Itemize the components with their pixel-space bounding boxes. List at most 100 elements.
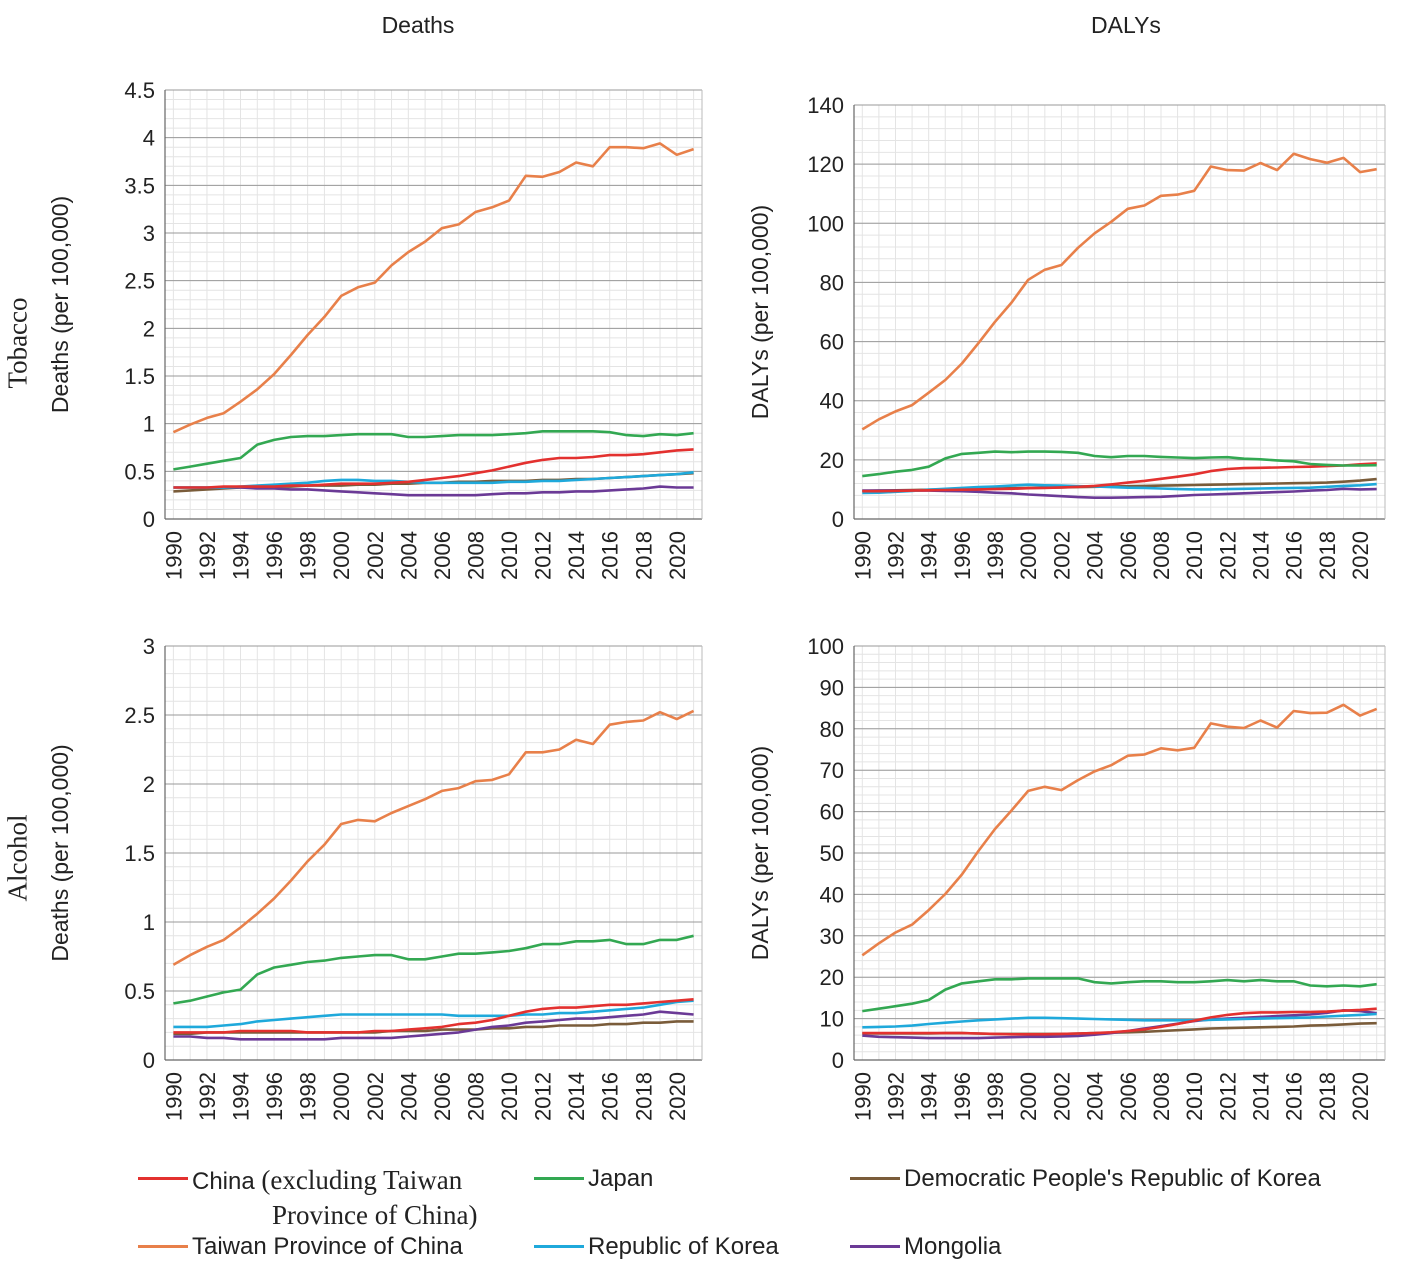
x-tick-label: 1990 xyxy=(161,1072,186,1121)
x-tick-label: 1994 xyxy=(229,1072,254,1121)
x-tick-label: 1994 xyxy=(917,1072,942,1121)
chart-panel-1: 0 0.5 1 1.5 2 2.5 3 3.5 4 4.5 1990 1992 1994 1996 1998… xyxy=(47,78,703,580)
x-tick-label: 2008 xyxy=(1149,531,1174,580)
x-tick-label: 2016 xyxy=(1282,531,1307,580)
y-tick-label: 1.5 xyxy=(124,364,155,389)
x-tick-label: 1992 xyxy=(195,1072,220,1121)
x-tick-label: 2000 xyxy=(1016,531,1041,580)
series-line-mongolia xyxy=(173,1010,694,1041)
x-tick-label: 2018 xyxy=(1315,1072,1340,1121)
x-tick-label: 1998 xyxy=(983,531,1008,580)
y-axis-title: DALYs (per 100,000) xyxy=(747,746,773,960)
x-tick-label: 2020 xyxy=(665,1072,690,1121)
x-tick-label: 2012 xyxy=(531,531,556,580)
x-tick-label: 1992 xyxy=(195,531,220,580)
legend-label-dprk: Democratic People's Republic of Korea xyxy=(904,1165,1321,1192)
x-tick-label: 1994 xyxy=(229,531,254,580)
y-tick-label: 60 xyxy=(820,800,844,825)
y-tick-label: 4 xyxy=(143,126,155,151)
x-tick-label: 2010 xyxy=(1182,1072,1207,1121)
x-tick-label: 1996 xyxy=(262,1072,287,1121)
y-tick-label: 0 xyxy=(143,1048,155,1073)
x-tick-label: 2010 xyxy=(1182,531,1207,580)
legend-swatch-japan xyxy=(534,1177,584,1180)
x-tick-label: 2010 xyxy=(497,1072,522,1121)
y-tick-label: 1 xyxy=(143,910,155,935)
x-tick-label: 2006 xyxy=(430,531,455,580)
y-tick-label: 100 xyxy=(807,634,844,659)
x-tick-label: 1992 xyxy=(883,1072,908,1121)
x-tick-label: 2008 xyxy=(1149,1072,1174,1121)
legend-swatch-dprk xyxy=(850,1177,900,1180)
y-tick-label: 60 xyxy=(820,330,844,355)
y-tick-label: 0.5 xyxy=(124,459,155,484)
y-tick-label: 1.5 xyxy=(124,841,155,866)
y-tick-label: 80 xyxy=(820,270,844,295)
series-line-taiwan-province-of-china xyxy=(861,152,1377,431)
series-line-taiwan-province-of-china xyxy=(861,703,1378,957)
y-axis-title: Deaths (per 100,000) xyxy=(47,744,73,961)
series-line-republic-of-korea xyxy=(862,1012,1377,1029)
x-tick-label: 2014 xyxy=(1249,531,1274,580)
chart-panel-4: 0 10 20 30 40 50 60 70 80 90 100 1990 1992 1994 1996 19… xyxy=(747,634,1386,1121)
series-line-china-excluding-taiwan-province-of-china xyxy=(173,998,694,1034)
y-tick-label: 3.5 xyxy=(124,173,155,198)
y-tick-label: 80 xyxy=(820,717,844,742)
x-tick-label: 2006 xyxy=(1116,531,1141,580)
legend-label-taiwan: Taiwan Province of China xyxy=(192,1233,463,1260)
x-tick-label: 2000 xyxy=(329,1072,354,1121)
row-label-alcohol: Alcohol xyxy=(2,814,33,902)
x-tick-label: 1990 xyxy=(161,531,186,580)
series-line-japan xyxy=(173,429,694,471)
series-line-republic-of-korea xyxy=(173,999,694,1029)
y-tick-label: 3 xyxy=(143,221,155,246)
y-axis-title: Deaths (per 100,000) xyxy=(47,196,73,413)
y-tick-label: 70 xyxy=(820,758,844,783)
legend-label-china: China (excluding Taiwan Province of Chin… xyxy=(192,1163,477,1233)
x-tick-label: 2016 xyxy=(598,531,623,580)
x-tick-label: 2020 xyxy=(1348,1072,1373,1121)
x-tick-label: 2020 xyxy=(665,531,690,580)
y-tick-label: 3 xyxy=(143,634,155,659)
row-label-tobacco: Tobacco xyxy=(2,297,33,389)
y-tick-label: 50 xyxy=(820,841,844,866)
legend-item-mongolia: Mongolia xyxy=(850,1231,1001,1262)
x-tick-label: 2012 xyxy=(1215,1072,1240,1121)
y-tick-label: 0 xyxy=(832,507,844,532)
series-line-japan xyxy=(173,934,694,1005)
legend-swatch-china xyxy=(138,1177,188,1180)
x-tick-label: 2016 xyxy=(598,1072,623,1121)
y-tick-label: 2.5 xyxy=(124,703,155,728)
x-tick-label: 1998 xyxy=(296,531,321,580)
x-tick-label: 2012 xyxy=(1215,531,1240,580)
x-tick-label: 2018 xyxy=(631,531,656,580)
x-tick-label: 2004 xyxy=(1083,1072,1108,1121)
x-tick-label: 2002 xyxy=(363,1072,388,1121)
x-tick-label: 2002 xyxy=(1049,531,1074,580)
legend-label-china-rest-1: (excluding Taiwan xyxy=(261,1165,463,1195)
y-tick-label: 40 xyxy=(820,389,844,414)
legend-swatch-republic-of-korea xyxy=(534,1245,584,1248)
series-line-japan xyxy=(862,977,1377,1013)
series-line-taiwan-province-of-china xyxy=(172,142,695,434)
x-tick-label: 2000 xyxy=(329,531,354,580)
x-tick-label: 2004 xyxy=(1083,531,1108,580)
y-tick-label: 2.5 xyxy=(124,269,155,294)
y-tick-label: 10 xyxy=(820,1007,844,1032)
x-tick-label: 2006 xyxy=(1116,1072,1141,1121)
x-tick-label: 2014 xyxy=(564,1072,589,1121)
x-tick-label: 1990 xyxy=(850,1072,875,1121)
series-line-china-excluding-taiwan-province-of-china xyxy=(862,462,1377,493)
x-tick-label: 2010 xyxy=(497,531,522,580)
x-tick-label: 2008 xyxy=(463,531,488,580)
x-tick-label: 2018 xyxy=(631,1072,656,1121)
y-tick-label: 140 xyxy=(807,93,844,118)
x-tick-label: 2000 xyxy=(1016,1072,1041,1121)
x-tick-label: 2016 xyxy=(1282,1072,1307,1121)
legend-label-republic-of-korea: Republic of Korea xyxy=(588,1233,779,1260)
legend-item-china: China (excluding Taiwan Province of Chin… xyxy=(138,1163,477,1233)
y-tick-label: 0 xyxy=(832,1048,844,1073)
x-tick-label: 2018 xyxy=(1315,531,1340,580)
legend-item-taiwan: Taiwan Province of China xyxy=(138,1231,463,1262)
x-tick-label: 1992 xyxy=(883,531,908,580)
